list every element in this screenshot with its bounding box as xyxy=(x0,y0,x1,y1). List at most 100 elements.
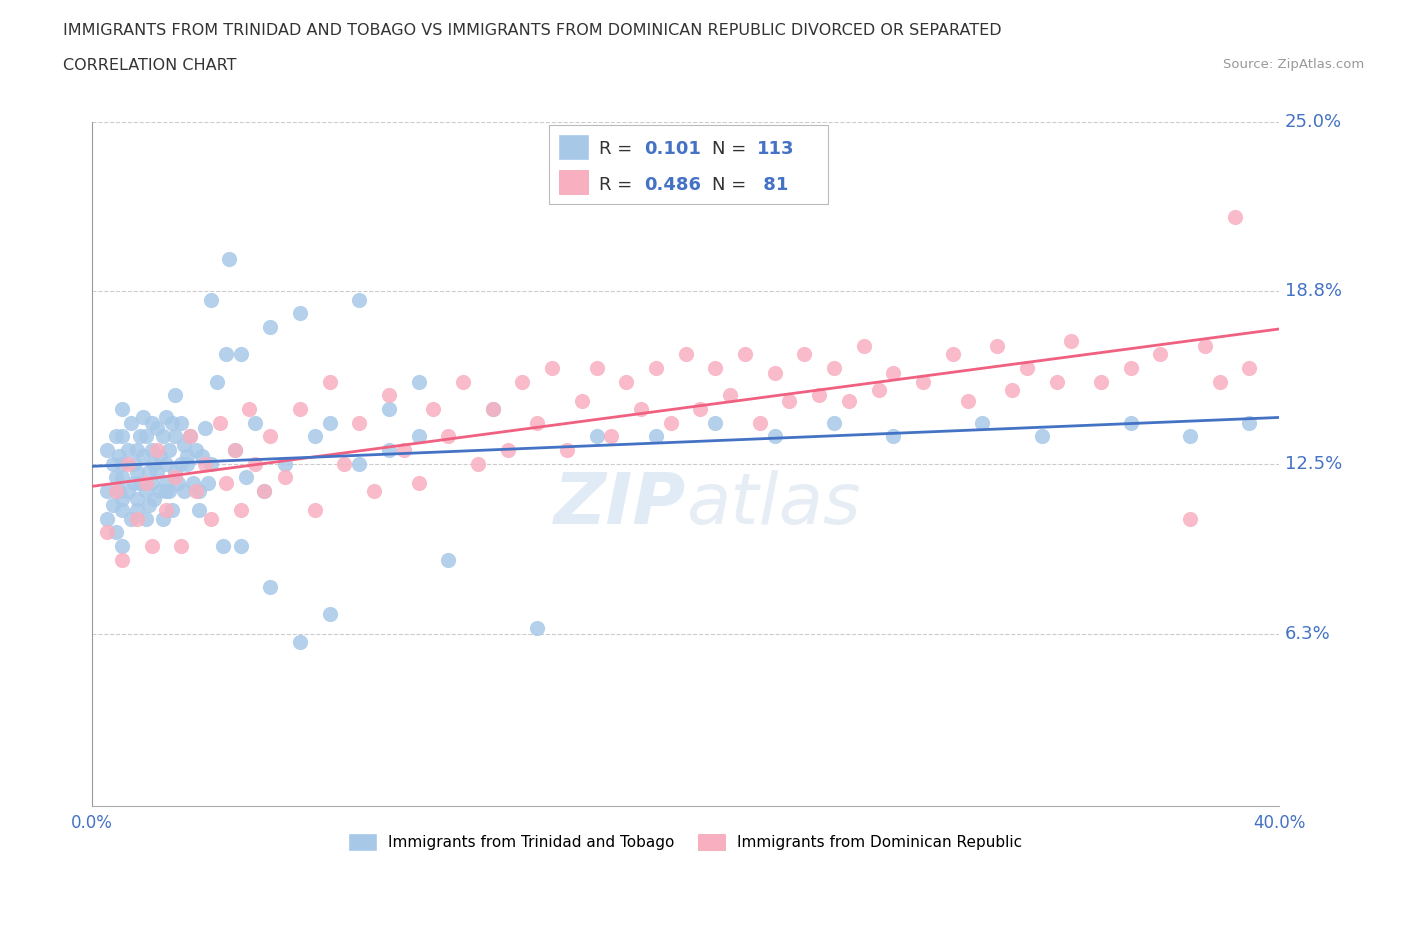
Text: 25.0%: 25.0% xyxy=(1285,113,1343,130)
Point xyxy=(541,361,564,376)
Point xyxy=(408,374,430,389)
Point xyxy=(143,457,166,472)
Point xyxy=(173,437,195,452)
Point xyxy=(120,512,142,526)
Point xyxy=(125,465,148,480)
Point xyxy=(481,402,503,417)
Point xyxy=(349,292,371,307)
Point xyxy=(956,393,979,408)
Point xyxy=(211,538,233,553)
Point xyxy=(304,503,326,518)
Point xyxy=(208,416,231,431)
Point xyxy=(162,503,184,518)
Point xyxy=(274,457,297,472)
Point xyxy=(718,388,741,403)
Point xyxy=(1060,333,1083,348)
Point xyxy=(122,457,145,472)
Point xyxy=(117,443,139,458)
Point xyxy=(526,620,548,635)
Point xyxy=(1015,361,1038,376)
Point xyxy=(238,402,260,417)
Point xyxy=(200,457,222,472)
Point xyxy=(852,339,875,353)
Point xyxy=(318,607,340,622)
Point xyxy=(111,470,134,485)
FancyBboxPatch shape xyxy=(558,136,588,159)
Text: 6.3%: 6.3% xyxy=(1285,625,1330,643)
Point xyxy=(496,443,519,458)
Point xyxy=(200,292,222,307)
Point xyxy=(141,475,163,490)
Text: R =: R = xyxy=(599,140,638,158)
Point xyxy=(882,366,904,381)
Point xyxy=(408,475,430,490)
Point xyxy=(245,457,267,472)
Point xyxy=(96,525,118,539)
Point xyxy=(104,484,127,498)
Point xyxy=(704,361,727,376)
Point xyxy=(526,416,548,431)
Text: 18.8%: 18.8% xyxy=(1285,283,1341,300)
Point xyxy=(128,429,150,444)
Point xyxy=(108,448,131,463)
Point xyxy=(1119,361,1142,376)
Point xyxy=(645,429,668,444)
Point xyxy=(111,457,134,472)
Point xyxy=(467,457,489,472)
Point xyxy=(823,361,845,376)
Point xyxy=(763,429,786,444)
Point xyxy=(748,416,770,431)
Point xyxy=(288,306,311,321)
Point xyxy=(157,484,180,498)
Point xyxy=(911,374,934,389)
Point xyxy=(194,420,217,435)
Point xyxy=(176,448,198,463)
Point xyxy=(108,484,131,498)
Point xyxy=(1194,339,1216,353)
Point xyxy=(1239,416,1261,431)
Point xyxy=(131,448,153,463)
Point xyxy=(1001,382,1024,397)
Point xyxy=(555,443,578,458)
Point xyxy=(614,374,637,389)
Point xyxy=(215,475,238,490)
Point xyxy=(763,366,786,381)
Text: CORRELATION CHART: CORRELATION CHART xyxy=(63,58,236,73)
Point xyxy=(304,429,326,444)
Point xyxy=(101,457,124,472)
Point xyxy=(630,402,652,417)
Point xyxy=(165,470,187,485)
Point xyxy=(141,443,163,458)
Point xyxy=(111,492,134,507)
Point xyxy=(135,512,157,526)
Point xyxy=(392,443,415,458)
Point xyxy=(229,347,252,362)
Point xyxy=(986,339,1008,353)
Point xyxy=(188,503,211,518)
Text: 0.486: 0.486 xyxy=(644,176,702,193)
Point xyxy=(96,512,118,526)
Point xyxy=(363,484,385,498)
Point xyxy=(259,429,281,444)
Point xyxy=(152,429,174,444)
Point xyxy=(135,484,157,498)
Point xyxy=(585,361,607,376)
Point xyxy=(215,347,238,362)
Point xyxy=(645,361,668,376)
Point xyxy=(349,416,371,431)
Point xyxy=(378,402,401,417)
Text: IMMIGRANTS FROM TRINIDAD AND TOBAGO VS IMMIGRANTS FROM DOMINICAN REPUBLIC DIVORC: IMMIGRANTS FROM TRINIDAD AND TOBAGO VS I… xyxy=(63,23,1002,38)
Point xyxy=(288,402,311,417)
Point xyxy=(128,475,150,490)
Point xyxy=(152,512,174,526)
Point xyxy=(1178,429,1201,444)
Point xyxy=(1239,361,1261,376)
Point xyxy=(179,429,201,444)
Point xyxy=(1209,374,1232,389)
Point xyxy=(170,538,193,553)
Point xyxy=(259,320,281,335)
Point xyxy=(451,374,474,389)
Point xyxy=(181,475,204,490)
Point xyxy=(235,470,257,485)
Point xyxy=(184,484,207,498)
